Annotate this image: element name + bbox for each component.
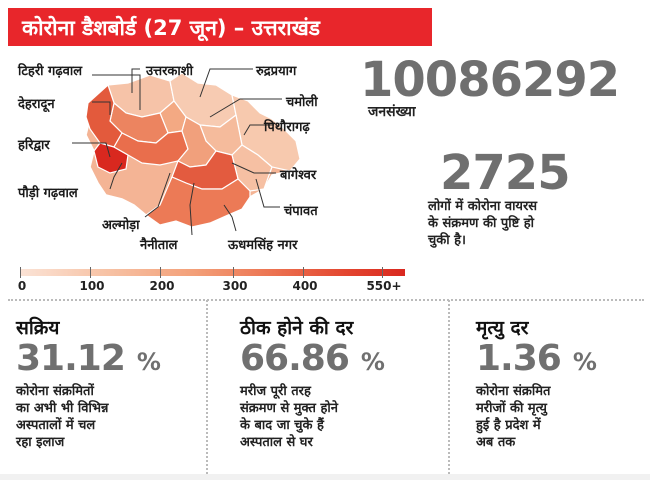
- legend-label: 200: [149, 279, 175, 293]
- recovery-desc: मरीज पूरी तरह संक्रमण से मुक्त होने के ब…: [240, 383, 338, 451]
- legend-tick: [233, 267, 234, 278]
- label-bageshwar: बागेश्वर: [280, 168, 317, 183]
- confirmed-caption: लोगों में कोरोना वायरस के संक्रमण की पुष…: [428, 198, 537, 249]
- district-map: टिहरी गढ़वाल उत्तरकाशी रुद्रप्रयाग देहरा…: [10, 55, 355, 270]
- legend-tick: [303, 267, 304, 278]
- recovery-value: 66.86%: [240, 338, 385, 379]
- label-haridwar: हरिद्वार: [18, 138, 50, 153]
- caption-line: चुकी है।: [428, 233, 466, 248]
- confirmed-value: 2725: [440, 145, 571, 201]
- page-title: कोरोना डैशबोर्ड (27 जून) – उत्तराखंड: [22, 16, 321, 40]
- label-pauri: पौड़ी गढ़वाल: [18, 186, 78, 201]
- legend-tick: [90, 267, 91, 278]
- legend-label: 400: [292, 279, 318, 293]
- mortality-title: मृत्यु दर: [476, 317, 529, 339]
- label-tehri: टिहरी गढ़वाल: [18, 64, 83, 79]
- mortality-unit: %: [572, 348, 597, 376]
- desc-line: मरीजों की मृत्यु: [476, 401, 547, 416]
- legend-tick: [382, 267, 383, 278]
- label-almora: अल्मोड़ा: [102, 218, 140, 233]
- active-title: सक्रिय: [16, 317, 60, 339]
- active-value: 31.12%: [16, 338, 161, 379]
- district-usnagar: [144, 176, 251, 228]
- desc-line: हुई है प्रदेश में: [476, 418, 541, 433]
- legend-label: 550+: [366, 279, 402, 293]
- recovery-number: 66.86: [240, 338, 350, 379]
- recovery-unit: %: [360, 348, 385, 376]
- legend-tick: [160, 267, 161, 278]
- desc-line: रहा इलाज: [16, 435, 65, 450]
- desc-line: कोरोना संक्रमितों: [16, 384, 94, 399]
- section-divider: [8, 299, 644, 301]
- caption-line: लोगों में कोरोना वायरस: [428, 199, 538, 214]
- label-pithoragarh: पिथौरागढ़: [264, 120, 310, 135]
- recovery-title: ठीक होने की दर: [240, 317, 354, 339]
- active-desc: कोरोना संक्रमितों का अभी भी विभिन्न अस्प…: [16, 383, 108, 451]
- leader-lines: [72, 68, 282, 236]
- desc-line: का अभी भी विभिन्न: [16, 401, 109, 416]
- active-unit: %: [136, 348, 161, 376]
- header-banner: कोरोना डैशबोर्ड (27 जून) – उत्तराखंड: [8, 8, 432, 46]
- population-value: 10086292: [360, 52, 620, 108]
- label-nainital: नैनीताल: [140, 238, 178, 253]
- label-dehradun: देहरादून: [18, 97, 55, 112]
- desc-line: संक्रमण से मुक्त होने: [240, 401, 338, 416]
- active-number: 31.12: [16, 338, 126, 379]
- caption-line: के संक्रमण की पुष्टि हो: [428, 216, 534, 231]
- mortality-number: 1.36: [476, 338, 562, 379]
- population-label: जनसंख्या: [368, 104, 416, 120]
- legend-label: 100: [79, 279, 105, 293]
- label-uttarkashi: उत्तरकाशी: [146, 64, 193, 79]
- mortality-desc: कोरोना संक्रमित मरीजों की मृत्यु हुई है …: [476, 383, 550, 451]
- label-champawat: चंपावत: [284, 204, 318, 219]
- legend-label: 300: [222, 279, 248, 293]
- legend-gradient-bar: [20, 269, 405, 276]
- label-usnagar: ऊधमसिंह नगर: [228, 238, 298, 253]
- bottom-strip: [0, 474, 650, 480]
- map-svg: [72, 68, 301, 236]
- desc-line: अब तक: [476, 435, 516, 450]
- desc-line: के बाद जा चुके हैं: [240, 418, 324, 433]
- desc-line: कोरोना संक्रमित: [476, 384, 551, 399]
- legend-tick: [20, 267, 21, 278]
- label-chamoli: चमोली: [286, 95, 318, 110]
- mortality-value: 1.36%: [476, 338, 597, 379]
- desc-line: अस्पताल से घर: [240, 435, 313, 450]
- panel-divider: [206, 300, 208, 478]
- desc-line: अस्पतालों में चल: [16, 418, 96, 433]
- desc-line: मरीज पूरी तरह: [240, 384, 311, 399]
- legend-label: 0: [17, 279, 27, 293]
- panel-divider: [448, 300, 450, 478]
- map-legend: 0 100 200 300 400 550+: [17, 265, 405, 297]
- label-rudraprayag: रुद्रप्रयाग: [256, 64, 297, 79]
